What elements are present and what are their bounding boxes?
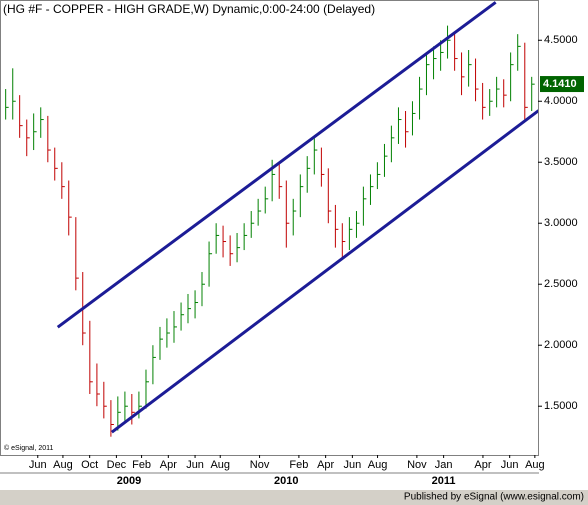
x-tick-label: Jun — [501, 459, 519, 471]
y-tick-label: 1.5000 — [544, 400, 578, 412]
trendline — [110, 109, 538, 434]
x-tick-label: Aug — [210, 459, 230, 471]
y-tick-label: 4.5000 — [544, 34, 578, 46]
y-tick-label: 3.0000 — [544, 217, 578, 229]
footer-bar — [0, 490, 588, 505]
year-label: 2011 — [432, 475, 456, 487]
x-tick-label: Apr — [317, 459, 334, 471]
x-tick-label: Feb — [289, 459, 308, 471]
year-label: 2009 — [117, 475, 141, 487]
x-tick-label: Aug — [525, 459, 545, 471]
plot-frame — [0, 0, 539, 456]
last-price-label: 4.1410 — [543, 78, 577, 90]
x-tick-label: Apr — [474, 459, 491, 471]
y-tick-label: 3.5000 — [544, 156, 578, 168]
footer-text: Published by eSignal (www.esignal.com) — [404, 492, 584, 503]
x-tick-label: Feb — [132, 459, 151, 471]
chart-title: (HG #F - COPPER - HIGH GRADE,W) Dynamic,… — [3, 2, 375, 16]
y-tick-label: 2.0000 — [544, 339, 578, 351]
x-tick-label: Aug — [368, 459, 388, 471]
x-tick-label: Nov — [250, 459, 270, 471]
x-tick-label: Nov — [407, 459, 427, 471]
x-tick-label: Jun — [186, 459, 204, 471]
x-tick-label: Aug — [53, 459, 73, 471]
trendline — [56, 1, 497, 329]
x-tick-label: Dec — [107, 459, 127, 471]
year-label: 2010 — [274, 475, 298, 487]
x-tick-label: Jan — [435, 459, 453, 471]
x-tick-label: Jun — [343, 459, 361, 471]
y-tick-label: 2.5000 — [544, 278, 578, 290]
x-tick-label: Apr — [160, 459, 177, 471]
x-tick-label: Oct — [81, 459, 98, 471]
y-tick-label: 4.0000 — [544, 95, 578, 107]
last-price-box — [540, 76, 584, 93]
x-tick-label: Jun — [29, 459, 47, 471]
copyright: © eSignal, 2011 — [4, 444, 54, 452]
